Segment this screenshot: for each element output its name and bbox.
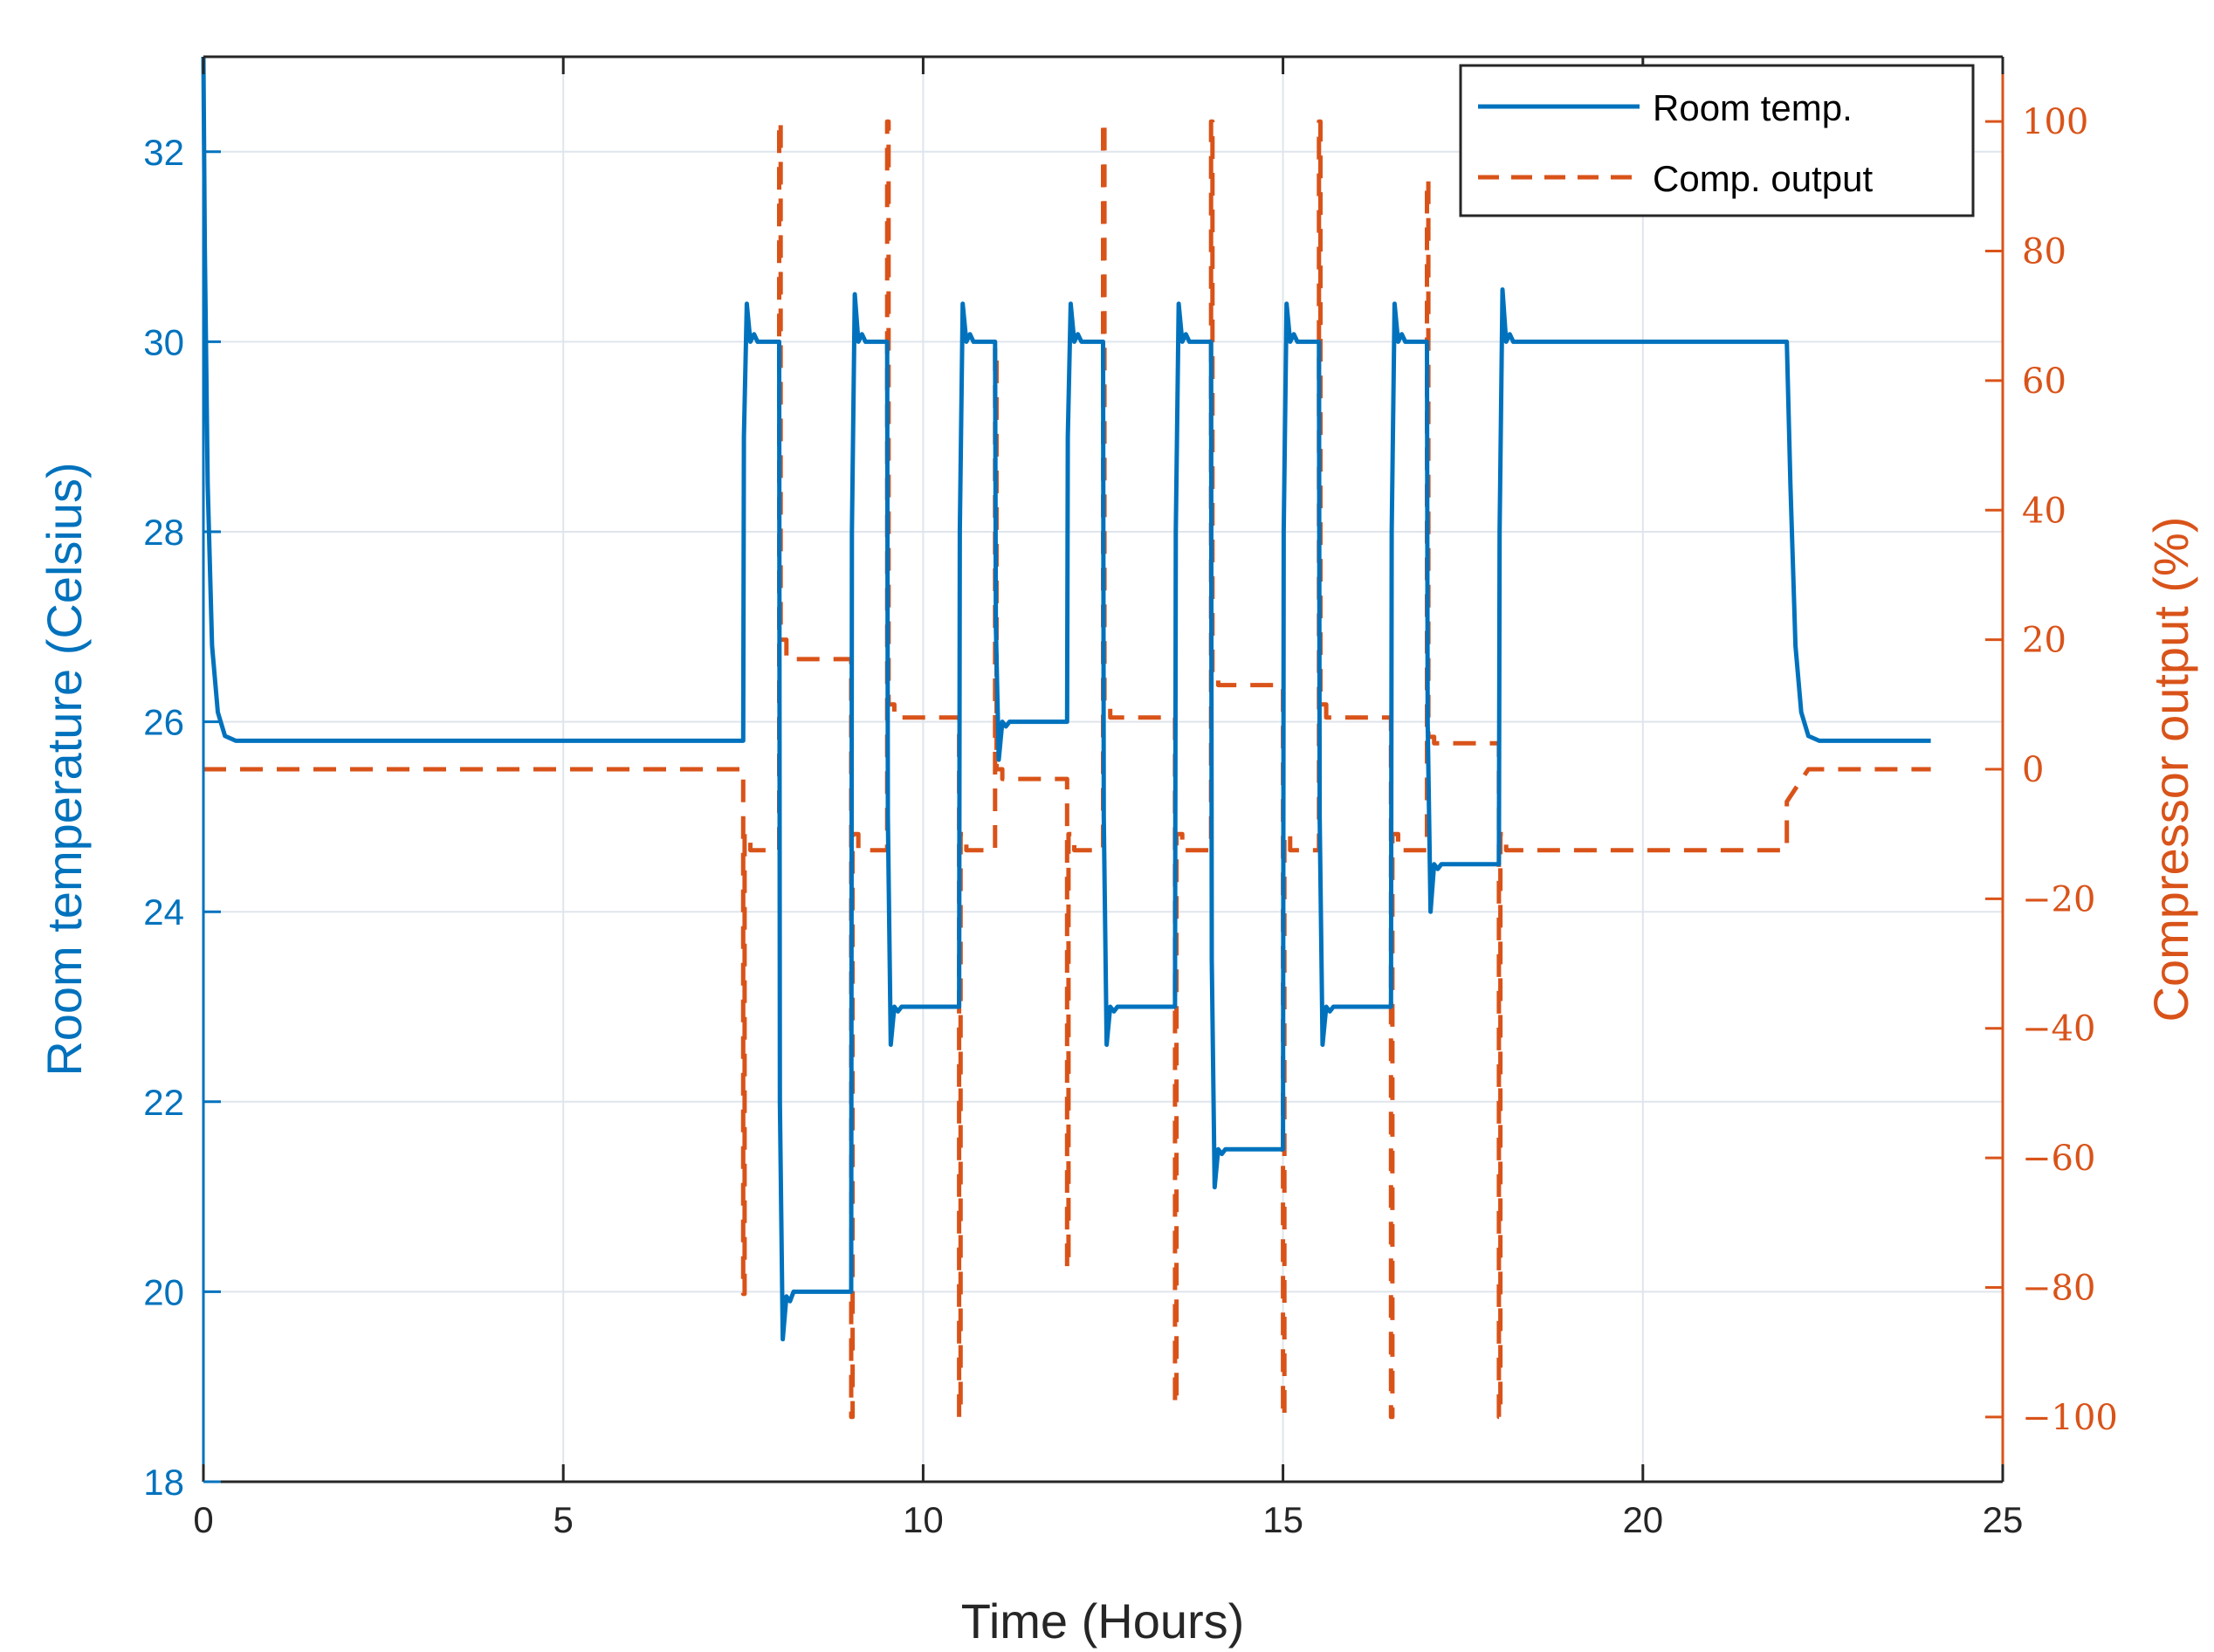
axes xyxy=(202,55,2004,1483)
x-tick-label-25: 25 xyxy=(1983,1499,2024,1540)
series-comp-output xyxy=(203,119,1931,1420)
series-room-temp xyxy=(201,56,1931,1342)
y2-tick-label-60: 60 xyxy=(2022,361,2066,402)
y-axis-label-left: Room temperature (Celsius) xyxy=(37,462,92,1076)
y2-tick-label--100: −100 xyxy=(2022,1398,2118,1438)
y2-tick-label--20: −20 xyxy=(2022,879,2095,919)
x-tick-label-0: 0 xyxy=(193,1499,213,1540)
y-tick-label-30: 30 xyxy=(143,321,184,362)
x-tick-label-5: 5 xyxy=(554,1499,574,1540)
y2-tick-label--40: −40 xyxy=(2022,1009,2095,1050)
y-tick-label-20: 20 xyxy=(143,1271,184,1312)
legend: Room temp. Comp. output xyxy=(1459,64,1975,217)
y-tick-label-22: 22 xyxy=(143,1082,184,1123)
legend-label-comp-output: Comp. output xyxy=(1653,158,1873,199)
y-tick-label-28: 28 xyxy=(143,512,184,553)
tick-labels: 0 5 10 15 20 25 18 20 22 24 26 28 30 32 −100 −80 −60 −40 −… xyxy=(143,102,2118,1540)
y-tick-label-32: 32 xyxy=(143,132,184,173)
legend-label-room-temp: Room temp. xyxy=(1653,87,1853,128)
y2-tick-label-20: 20 xyxy=(2022,621,2066,661)
x-axis-label: Time (Hours) xyxy=(961,1593,1245,1649)
y2-tick-label--60: −60 xyxy=(2022,1139,2095,1179)
y2-tick-label-40: 40 xyxy=(2022,491,2066,531)
y-axis-label-right: Compressor output (%) xyxy=(2143,517,2198,1022)
x-tick-label-10: 10 xyxy=(903,1499,944,1540)
x-tick-label-15: 15 xyxy=(1262,1499,1303,1540)
y-tick-label-18: 18 xyxy=(143,1462,184,1503)
y2-tick-label-100: 100 xyxy=(2022,102,2088,142)
y2-tick-label-0: 0 xyxy=(2022,750,2044,790)
room-temp-line xyxy=(201,56,1931,1342)
comp-output-line xyxy=(203,119,1931,1420)
legend-box xyxy=(1459,64,1975,217)
y-tick-label-24: 24 xyxy=(143,891,184,933)
y-tick-label-26: 26 xyxy=(143,702,184,743)
y2-tick-label-80: 80 xyxy=(2022,232,2066,272)
y2-tick-label--80: −80 xyxy=(2022,1268,2095,1308)
x-tick-label-20: 20 xyxy=(1622,1499,1663,1540)
